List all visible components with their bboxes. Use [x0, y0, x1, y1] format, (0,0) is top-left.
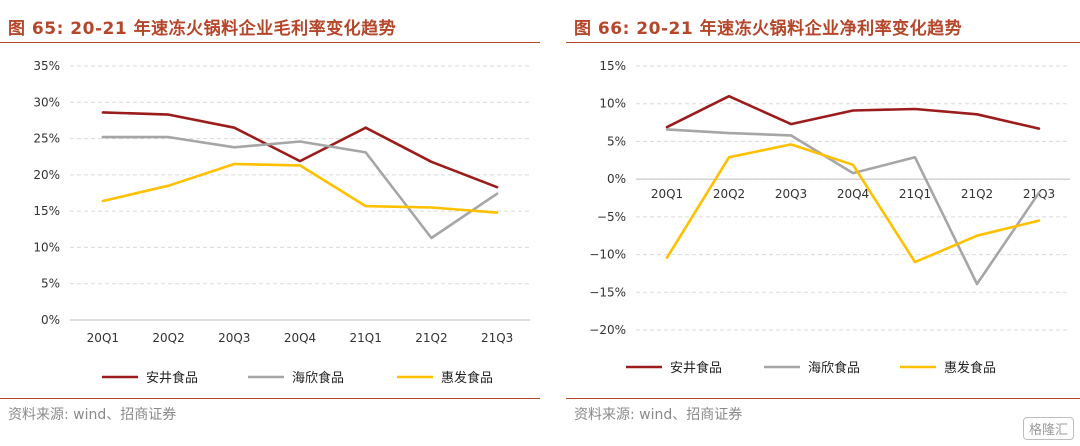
- y-tick-label: 25%: [33, 132, 60, 146]
- series-line-1: [101, 135, 499, 240]
- source-note: 资料来源: wind、招商证券: [574, 407, 743, 423]
- series-line-1: [665, 128, 1041, 286]
- x-tick-label: 20Q3: [775, 187, 807, 201]
- legend-label: 海欣食品: [808, 360, 860, 376]
- x-axis: 20Q1 20Q2 20Q3 20Q4 21Q1 21Q2 21Q3: [651, 187, 1055, 201]
- x-axis: 20Q1 20Q2 20Q3 20Q4 21Q1 21Q2 21Q3: [87, 331, 514, 345]
- series-line-2: [101, 162, 499, 214]
- x-tick-label: 20Q4: [837, 187, 869, 201]
- legend-label: 安井食品: [146, 370, 198, 386]
- y-tick-label: 5%: [607, 134, 626, 148]
- x-tick-label: 20Q2: [152, 331, 184, 345]
- title-rule: [566, 42, 1080, 43]
- y-tick-label: 5%: [41, 277, 60, 291]
- x-tick-label: 20Q4: [284, 331, 316, 345]
- panel-gross-margin: 图 65: 20-21 年速冻火锅料企业毛利率变化趋势 0% 5% 10% 15% 20…: [0, 19, 540, 423]
- legend-label: 惠发食品: [441, 370, 493, 386]
- chart-title-gross-margin: 图 65: 20-21 年速冻火锅料企业毛利率变化趋势: [8, 19, 397, 39]
- series-line-2: [665, 143, 1041, 264]
- series-lines: [665, 94, 1041, 286]
- series-lines: [101, 111, 499, 240]
- x-tick-label: 21Q1: [899, 187, 931, 201]
- y-tick-label: 35%: [33, 59, 60, 73]
- y-tick-label: −5%: [597, 210, 626, 224]
- y-tick-label: 10%: [599, 97, 626, 111]
- watermark-logo: 格隆汇: [1022, 417, 1074, 440]
- source-rule: [0, 398, 540, 399]
- y-tick-label: 0%: [41, 313, 60, 327]
- panel-net-margin: 图 66: 20-21 年速冻火锅料企业净利率变化趋势 −20% −15% −10%…: [566, 0, 1080, 446]
- x-tick-label: 21Q2: [415, 331, 447, 345]
- y-tick-label: 0%: [607, 172, 626, 186]
- series-line-0: [101, 111, 499, 189]
- title-rule: [0, 42, 540, 43]
- y-tick-label: 15%: [599, 59, 626, 73]
- x-tick-label: 20Q3: [218, 331, 250, 345]
- x-tick-label: 20Q1: [651, 187, 683, 201]
- source-rule: [566, 398, 1080, 399]
- y-tick-label: 30%: [33, 95, 60, 109]
- gross-margin-chart: 0% 5% 10% 15% 20% 25% 30% 35% 20Q1 20Q2 20Q3 20Q4 21…: [33, 59, 530, 386]
- chart-title-net-margin: 图 66: 20-21 年速冻火锅料企业净利率变化趋势: [574, 19, 963, 39]
- x-tick-label: 20Q2: [713, 187, 745, 201]
- y-tick-label: −15%: [589, 285, 626, 299]
- x-tick-label: 21Q3: [481, 331, 513, 345]
- y-tick-label: 15%: [33, 204, 60, 218]
- y-axis: 0% 5% 10% 15% 20% 25% 30% 35%: [33, 59, 60, 327]
- legend: 安井食品 海欣食品 惠发食品: [626, 360, 996, 376]
- legend-label: 海欣食品: [292, 370, 344, 386]
- legend: 安井食品 海欣食品 惠发食品: [102, 370, 493, 386]
- x-tick-label: 21Q1: [350, 331, 382, 345]
- y-axis: −20% −15% −10% −5% 0% 5% 10% 15%: [589, 59, 626, 337]
- series-line-0: [665, 94, 1041, 130]
- x-tick-label: 21Q2: [961, 187, 993, 201]
- y-tick-label: 20%: [33, 168, 60, 182]
- legend-label: 惠发食品: [944, 360, 996, 376]
- legend-label: 安井食品: [670, 360, 722, 376]
- net-margin-chart: −20% −15% −10% −5% 0% 5% 10% 15% 20Q1 20Q2 20Q3 20Q…: [589, 59, 1070, 376]
- y-tick-label: 10%: [33, 240, 60, 254]
- y-tick-label: −10%: [589, 248, 626, 262]
- y-tick-label: −20%: [589, 323, 626, 337]
- x-tick-label: 20Q1: [87, 331, 119, 345]
- source-note: 资料来源: wind、招商证券: [8, 407, 177, 423]
